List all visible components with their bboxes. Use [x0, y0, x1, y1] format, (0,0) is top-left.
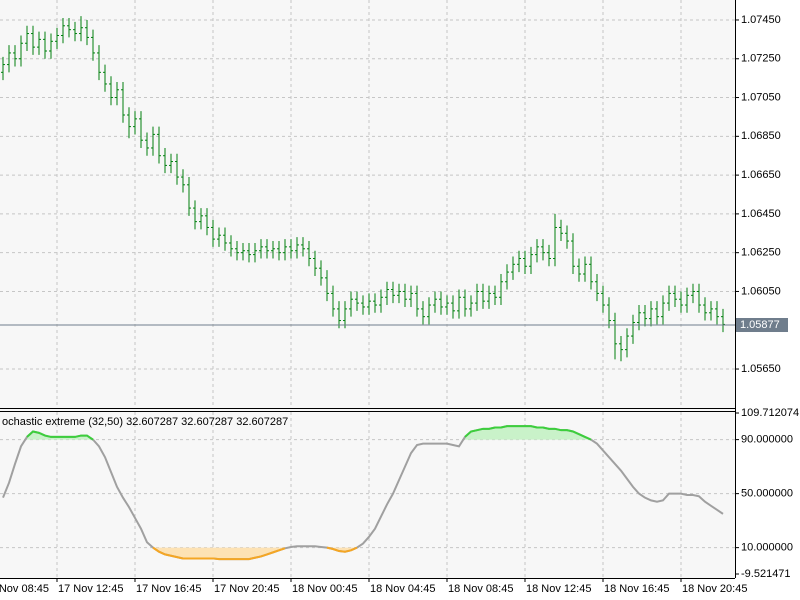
x-tick-label: 17 Nov 08:45	[0, 583, 49, 595]
indicator-title: ochastic extreme (32,50) 32.607287 32.60…	[2, 416, 288, 428]
y-tick-label: 1.06050	[741, 285, 781, 297]
y-tick-label: 1.05650	[741, 363, 781, 375]
x-tick-label: 18 Nov 16:45	[604, 583, 669, 595]
y-tick-label: -9.521471	[741, 568, 791, 580]
grid	[0, 0, 735, 578]
y-tick-label: 1.06650	[741, 169, 781, 181]
zone-fill	[153, 547, 285, 560]
x-tick-label: 18 Nov 12:45	[526, 583, 591, 595]
zone-fill	[465, 426, 591, 440]
x-tick-label: 17 Nov 16:45	[136, 583, 201, 595]
y-tick-label: 1.06450	[741, 208, 781, 220]
y-tick-label: 90.000000	[741, 434, 793, 446]
y-tick-label: 50.000000	[741, 488, 793, 500]
zone-line	[152, 546, 286, 561]
x-tick-label: 18 Nov 04:45	[370, 583, 435, 595]
y-tick-label: 1.07250	[741, 53, 781, 65]
y-tick-label: 1.07450	[741, 14, 781, 26]
current-price-box	[736, 318, 788, 333]
y-tick-label: 1.06250	[741, 247, 781, 259]
y-tick-label: 109.712074	[741, 407, 799, 419]
x-tick-label: 18 Nov 20:45	[682, 583, 747, 595]
zone-line	[26, 430, 94, 441]
indicator-panel	[0, 411, 735, 578]
zone-line	[464, 425, 592, 441]
x-tick-label: 17 Nov 12:45	[58, 583, 123, 595]
indicator-line	[2, 425, 724, 561]
price-panel	[0, 0, 735, 408]
current-price-label: 1.05877	[740, 319, 780, 331]
price-axis	[735, 0, 800, 600]
y-tick-label: 10.000000	[741, 542, 793, 554]
time-axis	[0, 578, 800, 600]
x-tick-label: 18 Nov 00:45	[292, 583, 357, 595]
marks	[0, 16, 735, 561]
zone-line	[326, 546, 358, 553]
x-tick-label: 18 Nov 08:45	[448, 583, 513, 595]
x-tick-label: 17 Nov 20:45	[214, 583, 279, 595]
labels: 1.07450 1.07250 1.07050 1.06850 1.06650 1.064…	[0, 14, 799, 595]
y-tick-label: 1.07050	[741, 91, 781, 103]
y-tick-label: 1.06850	[741, 130, 781, 142]
